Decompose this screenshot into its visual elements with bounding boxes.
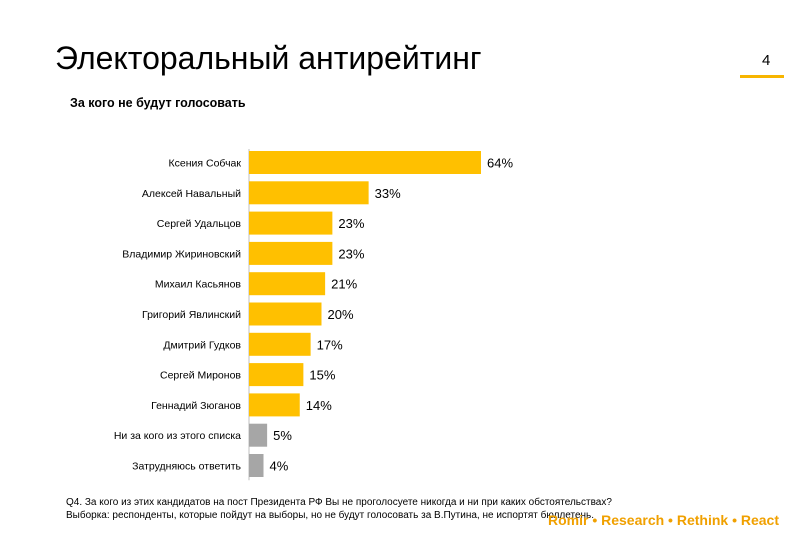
slide-title: Электоральный антирейтинг <box>55 40 482 76</box>
category-label: Владимир Жириновский <box>122 248 241 260</box>
value-label: 20% <box>328 307 354 322</box>
category-label: Затрудняюсь ответить <box>132 461 241 473</box>
bar-6 <box>249 332 311 356</box>
value-label: 15% <box>309 368 335 383</box>
category-label: Сергей Миронов <box>160 370 241 382</box>
bar-10 <box>249 454 264 477</box>
bar-4 <box>249 272 326 296</box>
category-label: Геннадий Зюганов <box>151 400 241 412</box>
chart-subtitle: За кого не будут голосовать <box>70 96 246 110</box>
value-label: 21% <box>331 277 357 292</box>
bar-9 <box>249 423 268 447</box>
value-label: 17% <box>317 337 343 352</box>
value-label: 4% <box>270 459 289 474</box>
bar-0 <box>249 151 481 174</box>
category-label: Ни за кого из этого списка <box>114 430 241 442</box>
category-label: Григорий Явлинский <box>142 309 241 321</box>
footnote-sample: Выборка: респонденты, которые пойдут на … <box>66 510 595 521</box>
category-label: Сергей Удальцов <box>157 218 242 230</box>
footnote-question: Q4. За кого из этих кандидатов на пост П… <box>66 497 612 508</box>
bar-1 <box>249 181 369 205</box>
value-label: 33% <box>375 186 401 201</box>
category-label: Дмитрий Гудков <box>163 339 241 351</box>
value-label: 23% <box>338 216 364 231</box>
brand-tagline: Romir • Research • Rethink • React <box>548 512 779 528</box>
value-label: 5% <box>273 428 292 443</box>
category-label: Михаил Касьянов <box>155 279 241 291</box>
page-number-rule <box>740 75 784 78</box>
bar-8 <box>249 393 300 417</box>
value-label: 64% <box>487 156 513 171</box>
bar-5 <box>249 302 322 326</box>
bar-2 <box>249 211 333 235</box>
bar-3 <box>249 241 333 265</box>
page-number: 4 <box>762 52 771 69</box>
bar-7 <box>249 363 304 387</box>
category-label: Ксения Собчак <box>169 158 242 170</box>
value-label: 14% <box>306 398 332 413</box>
category-label: Алексей Навальный <box>142 188 241 200</box>
value-label: 23% <box>338 246 364 261</box>
